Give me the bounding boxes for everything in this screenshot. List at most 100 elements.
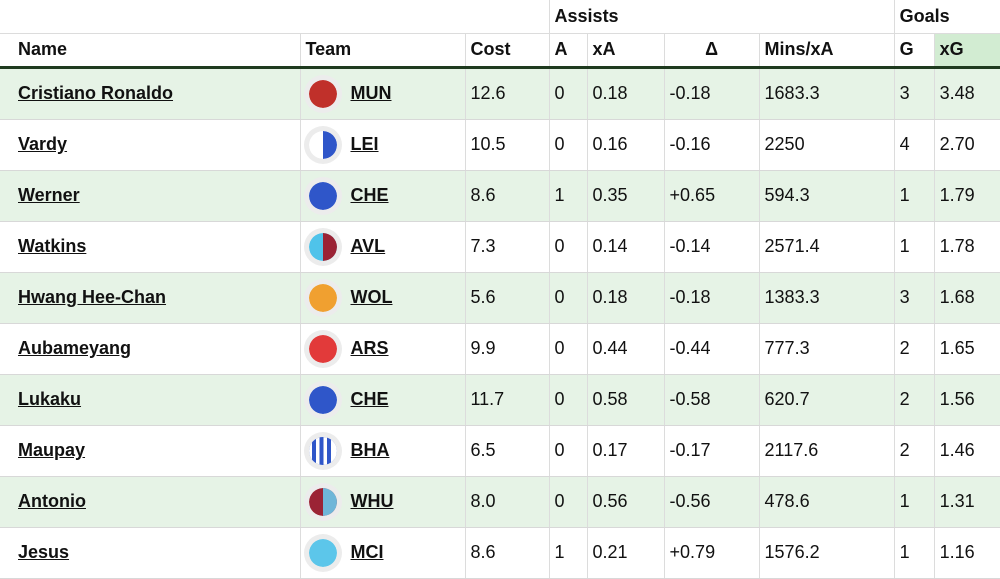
team-cell: CHE xyxy=(299,170,465,222)
goals-cell: 4 xyxy=(893,119,935,171)
xg-cell: 1.65 xyxy=(933,323,1000,375)
assists-cell: 0 xyxy=(548,425,588,477)
assists-cell: 0 xyxy=(548,476,588,528)
delta-cell: -0.56 xyxy=(663,476,760,528)
assists-cell: 0 xyxy=(548,221,588,273)
cost-cell: 8.6 xyxy=(464,527,550,579)
player-name-link[interactable]: Antonio xyxy=(18,491,86,511)
assists-cell: 1 xyxy=(548,170,588,222)
player-cell: Lukaku xyxy=(0,374,300,426)
col-team[interactable]: Team xyxy=(299,33,465,69)
assists-cell: 1 xyxy=(548,527,588,579)
player-name-link[interactable]: Lukaku xyxy=(18,389,82,409)
team-cell: ARS xyxy=(299,323,465,375)
team-link[interactable]: MUN xyxy=(350,83,392,103)
player-name-link[interactable]: Hwang Hee-Chan xyxy=(18,287,167,307)
ars-red-icon xyxy=(303,329,342,368)
table-row: Lukaku CHE 11.7 0 0.58 -0.58 620.7 2 1.56 xyxy=(0,374,1000,426)
group-assists: Assists xyxy=(548,0,895,34)
mins-xa-cell: 2250 xyxy=(758,119,895,171)
team-link[interactable]: BHA xyxy=(350,440,390,460)
wol-orange-icon xyxy=(303,278,342,317)
team-link[interactable]: WOL xyxy=(350,287,393,307)
player-name-link[interactable]: Vardy xyxy=(18,134,68,154)
player-cell: Werner xyxy=(0,170,300,222)
player-name-link[interactable]: Maupay xyxy=(18,440,86,460)
team-link[interactable]: WHU xyxy=(350,491,394,511)
cost-cell: 5.6 xyxy=(464,272,550,324)
xg-cell: 1.16 xyxy=(933,527,1000,579)
mun-red-icon xyxy=(303,74,342,113)
table-row: Jesus MCI 8.6 1 0.21 +0.79 1576.2 1 1.16 xyxy=(0,527,1000,579)
player-cell: Antonio xyxy=(0,476,300,528)
cost-cell: 11.7 xyxy=(464,374,550,426)
xg-cell: 1.78 xyxy=(933,221,1000,273)
xa-cell: 0.18 xyxy=(586,67,665,120)
xa-cell: 0.16 xyxy=(586,119,665,171)
cost-cell: 6.5 xyxy=(464,425,550,477)
xg-cell: 1.56 xyxy=(933,374,1000,426)
player-cell: Watkins xyxy=(0,221,300,273)
player-name-link[interactable]: Watkins xyxy=(18,236,87,256)
che-blue-icon xyxy=(303,380,342,419)
mins-xa-cell: 2571.4 xyxy=(758,221,895,273)
delta-cell: -0.16 xyxy=(663,119,760,171)
xg-cell: 1.31 xyxy=(933,476,1000,528)
team-link[interactable]: ARS xyxy=(350,338,389,358)
player-name-link[interactable]: Werner xyxy=(18,185,80,205)
col-delta[interactable]: Δ xyxy=(663,33,760,69)
table-row: Werner CHE 8.6 1 0.35 +0.65 594.3 1 1.79 xyxy=(0,170,1000,222)
goals-cell: 1 xyxy=(893,170,935,222)
cost-cell: 10.5 xyxy=(464,119,550,171)
table-row: Watkins AVL 7.3 0 0.14 -0.14 2571.4 1 1.78 xyxy=(0,221,1000,273)
player-name-link[interactable]: Cristiano Ronaldo xyxy=(18,83,174,103)
mins-xa-cell: 2117.6 xyxy=(758,425,895,477)
col-mins-xa[interactable]: Mins/xA xyxy=(758,33,895,69)
col-cost[interactable]: Cost xyxy=(464,33,550,69)
col-xa[interactable]: xA xyxy=(586,33,665,69)
xa-cell: 0.56 xyxy=(586,476,665,528)
cost-cell: 7.3 xyxy=(464,221,550,273)
mins-xa-cell: 478.6 xyxy=(758,476,895,528)
mins-xa-cell: 777.3 xyxy=(758,323,895,375)
xa-cell: 0.35 xyxy=(586,170,665,222)
team-link[interactable]: MCI xyxy=(350,542,384,562)
assists-cell: 0 xyxy=(548,67,588,120)
xa-cell: 0.44 xyxy=(586,323,665,375)
mci-sky-blue-icon xyxy=(303,533,342,572)
team-link[interactable]: AVL xyxy=(350,236,386,256)
table-row: Antonio WHU 8.0 0 0.56 -0.56 478.6 1 1.31 xyxy=(0,476,1000,528)
col-goals[interactable]: G xyxy=(893,33,935,69)
cost-cell: 9.9 xyxy=(464,323,550,375)
player-name-link[interactable]: Jesus xyxy=(18,542,70,562)
team-cell: WOL xyxy=(299,272,465,324)
player-cell: Aubameyang xyxy=(0,323,300,375)
delta-cell: -0.14 xyxy=(663,221,760,273)
team-cell: CHE xyxy=(299,374,465,426)
goals-cell: 1 xyxy=(893,476,935,528)
player-cell: Hwang Hee-Chan xyxy=(0,272,300,324)
col-name[interactable]: Name xyxy=(0,33,300,69)
delta-cell: +0.65 xyxy=(663,170,760,222)
player-name-link[interactable]: Aubameyang xyxy=(18,338,132,358)
group-spacer xyxy=(0,0,550,34)
goals-cell: 3 xyxy=(893,272,935,324)
goals-cell: 1 xyxy=(893,221,935,273)
team-link[interactable]: CHE xyxy=(350,389,389,409)
team-cell: LEI xyxy=(299,119,465,171)
col-xg[interactable]: xG xyxy=(933,33,1000,69)
xa-cell: 0.18 xyxy=(586,272,665,324)
xa-cell: 0.14 xyxy=(586,221,665,273)
table-row: Vardy LEI 10.5 0 0.16 -0.16 2250 4 2.70 xyxy=(0,119,1000,171)
mins-xa-cell: 1383.3 xyxy=(758,272,895,324)
goals-cell: 3 xyxy=(893,67,935,120)
team-link[interactable]: CHE xyxy=(350,185,389,205)
player-cell: Vardy xyxy=(0,119,300,171)
mins-xa-cell: 1576.2 xyxy=(758,527,895,579)
goals-cell: 2 xyxy=(893,425,935,477)
col-assists[interactable]: A xyxy=(548,33,588,69)
table-row: Maupay BHA 6.5 0 0.17 -0.17 2117.6 2 1.46 xyxy=(0,425,1000,477)
team-link[interactable]: LEI xyxy=(350,134,379,154)
whu-claret-blue-icon xyxy=(303,482,342,521)
